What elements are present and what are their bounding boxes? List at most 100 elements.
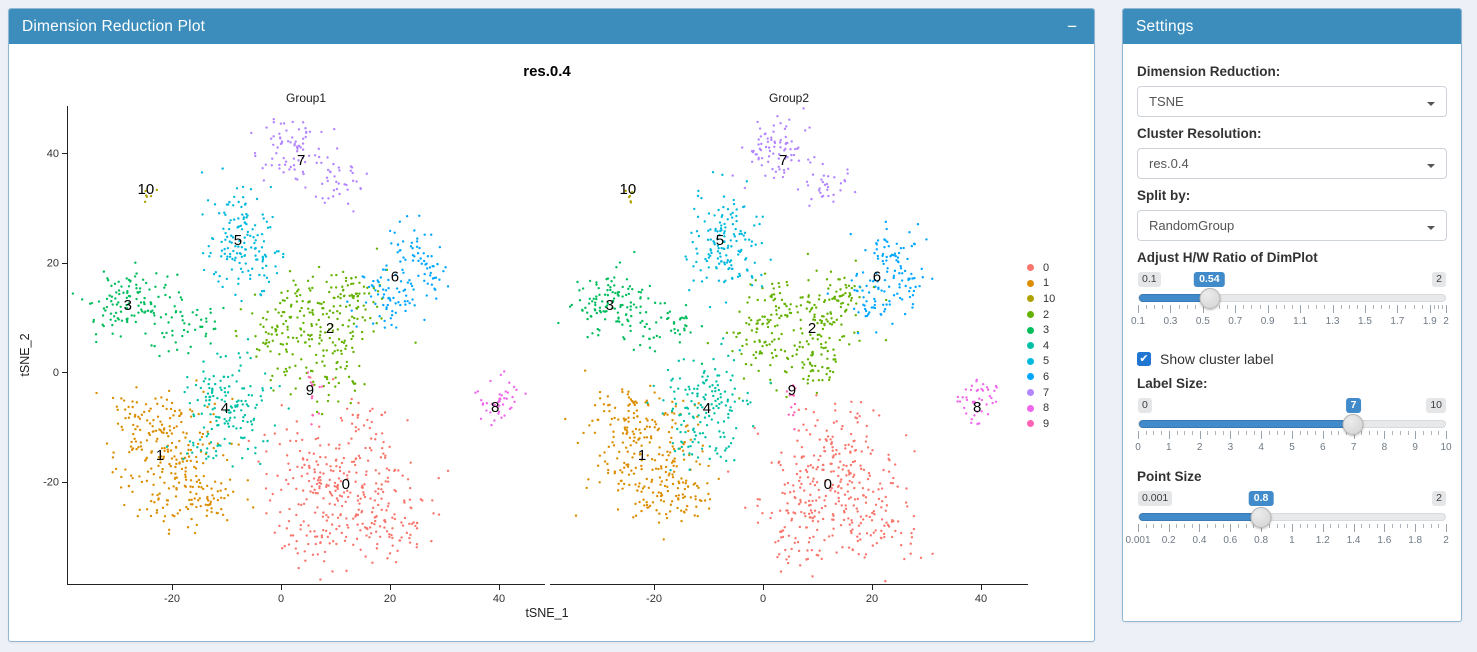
show-cluster-label-checkbox-row[interactable]: ✔ Show cluster label	[1137, 351, 1447, 367]
hw-ratio-slider[interactable]: 0.1 2 0.54 0.1 0.3 0.5 0.7 0.9 1.1 1.3 1.5 1.7 1.…	[1131, 272, 1449, 334]
legend-item: 6	[1027, 369, 1055, 385]
slider-minor-tick	[1299, 431, 1301, 435]
slider-minor-tick	[1219, 305, 1221, 309]
legend-label: 4	[1043, 339, 1050, 352]
point-size-label: Point Size	[1137, 469, 1202, 484]
slider-track[interactable]	[1138, 288, 1446, 309]
slider-minor-tick	[1308, 305, 1310, 309]
slider-handle[interactable]	[1342, 414, 1364, 435]
legend-label: 5	[1043, 355, 1050, 368]
slider-minor-tick	[1316, 305, 1318, 309]
cluster-legend: 0 1 10 2 3 4 5 6 7 8 9	[1027, 260, 1055, 432]
slider-tick	[1446, 305, 1447, 313]
slider-track[interactable]	[1138, 507, 1446, 528]
slider-tick	[1235, 305, 1237, 313]
slider-minor-tick	[1438, 431, 1440, 435]
slider-minor-tick	[1376, 431, 1378, 435]
show-cluster-label-text: Show cluster label	[1160, 351, 1274, 367]
label-size-slider[interactable]: 0 10 7 0 1 2 3 4 5 6 7 8 9 10	[1135, 398, 1452, 460]
slider-minor-tick	[1153, 524, 1155, 528]
legend-dot-icon	[1027, 264, 1034, 272]
slider-tick-label: 2	[1443, 535, 1449, 546]
slider-tick-label: 0.8	[1254, 535, 1269, 546]
slider-tick-label: 1.1	[1293, 316, 1308, 327]
slider-fill-bar	[1139, 420, 1354, 428]
tsne-scatter-plot	[9, 44, 1094, 642]
legend-label: 2	[1043, 308, 1050, 321]
slider-minor-tick	[1251, 305, 1253, 309]
slider-minor-tick	[1405, 305, 1407, 309]
slider-minor-tick	[1275, 305, 1277, 309]
slider-minor-tick	[1268, 524, 1270, 528]
slider-tick-label: 1	[1289, 535, 1295, 546]
slider-tick-label: 9	[1412, 442, 1418, 453]
slider-minor-tick	[1392, 431, 1394, 435]
slider-max-label: 2	[1432, 272, 1446, 288]
slider-minor-tick	[1340, 305, 1342, 309]
slider-minor-tick	[1324, 305, 1326, 309]
legend-dot-icon	[1027, 373, 1034, 381]
slider-minor-tick	[1253, 431, 1255, 435]
dimension-reduction-plot-panel: Dimension Reduction Plot − 0 1 10 2 3 4 5 6 7 8 9	[8, 8, 1095, 642]
slider-tick-label: 0.9	[1260, 316, 1275, 327]
slider-grid: 0.1 0.3 0.5 0.7 0.9 1.1 1.3 1.5 1.7 1.9 2	[1131, 305, 1449, 331]
legend-dot-icon	[1027, 404, 1034, 412]
slider-tick	[1138, 524, 1139, 532]
point-size-slider[interactable]: 0.001 2 0.8 0.001 0.2 0.4 0.6 0.8 1 1.2 1.4 1.6 1…	[1125, 491, 1449, 553]
slider-tick	[1267, 305, 1269, 313]
dimension-reduction-label: Dimension Reduction:	[1137, 64, 1281, 79]
split-by-label: Split by:	[1137, 188, 1191, 203]
slider-tick	[1291, 524, 1293, 532]
slider-minor-tick	[1160, 524, 1162, 528]
slider-tick	[1138, 431, 1139, 439]
slider-tick-label: 0	[1135, 442, 1141, 453]
slider-tick	[1429, 305, 1431, 313]
slider-tick-label: 4	[1258, 442, 1264, 453]
dimension-reduction-select[interactable]: TSNE	[1137, 86, 1447, 117]
slider-minor-tick	[1422, 524, 1424, 528]
slider-tick	[1446, 431, 1447, 439]
slider-minor-tick	[1430, 431, 1432, 435]
slider-minor-tick	[1399, 524, 1401, 528]
slider-minor-tick	[1222, 431, 1224, 435]
slider-max-label: 10	[1426, 398, 1446, 414]
slider-minor-tick	[1178, 305, 1180, 309]
split-by-select[interactable]: RandomGroup	[1137, 210, 1447, 241]
slider-minor-tick	[1433, 305, 1435, 309]
collapse-icon[interactable]: −	[1063, 16, 1081, 37]
slider-grid: 0 1 2 3 4 5 6 7 8 9 10	[1135, 431, 1452, 457]
slider-minor-tick	[1191, 431, 1193, 435]
slider-minor-tick	[1145, 431, 1147, 435]
slider-tick-label: 6	[1320, 442, 1326, 453]
slider-track[interactable]	[1138, 414, 1446, 435]
settings-panel-title: Settings	[1136, 17, 1194, 35]
slider-tick	[1230, 431, 1232, 439]
legend-item: 4	[1027, 338, 1055, 354]
slider-handle[interactable]	[1199, 288, 1221, 309]
slider-handle[interactable]	[1250, 507, 1272, 528]
cluster-resolution-select[interactable]: res.0.4	[1137, 148, 1447, 179]
plot-panel-header: Dimension Reduction Plot −	[9, 9, 1094, 44]
slider-minor-tick	[1215, 431, 1216, 435]
selected-value: RandomGroup	[1149, 218, 1235, 233]
slider-minor-tick	[1413, 305, 1415, 309]
chevron-down-icon	[1427, 163, 1435, 172]
legend-item: 8	[1027, 400, 1055, 416]
slider-tick-label: 1.8	[1408, 535, 1423, 546]
slider-minor-tick	[1184, 524, 1186, 528]
slider-minor-tick	[1437, 305, 1439, 309]
slider-tick	[1415, 524, 1417, 532]
slider-minor-tick	[1399, 431, 1401, 435]
legend-dot-icon	[1027, 389, 1034, 397]
slider-minor-tick	[1361, 524, 1363, 528]
slider-tick	[1168, 431, 1170, 439]
slider-tick	[1170, 305, 1172, 313]
legend-dot-icon	[1027, 279, 1034, 287]
slider-minor-tick	[1299, 524, 1301, 528]
checkbox-check-icon[interactable]: ✔	[1137, 352, 1151, 366]
slider-minor-tick	[1284, 431, 1286, 435]
slider-tick	[1415, 431, 1417, 439]
legend-item: 2	[1027, 307, 1055, 323]
slider-tick	[1199, 524, 1201, 532]
slider-minor-tick	[1245, 431, 1247, 435]
